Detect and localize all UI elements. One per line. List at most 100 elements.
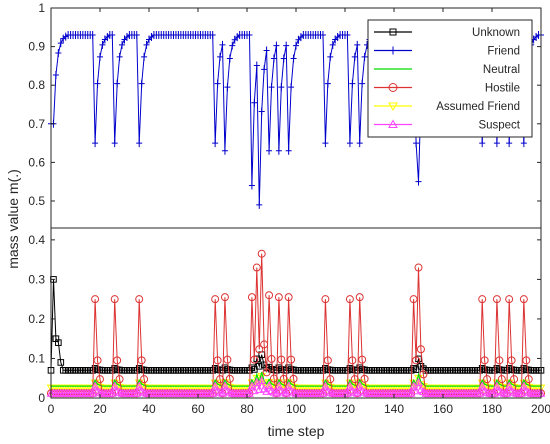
hostile-marker [495, 356, 504, 365]
friend-marker [116, 52, 123, 61]
hostile-marker [269, 374, 278, 383]
hostile-marker [274, 293, 283, 302]
friend-marker [346, 139, 353, 148]
friend-marker [263, 46, 270, 55]
friend-marker [322, 139, 329, 148]
friend-marker [92, 139, 99, 148]
friend-marker [520, 139, 527, 148]
friend-marker [94, 79, 101, 88]
hostile-marker [137, 356, 146, 365]
y-tick-label-lower: 0.1 [28, 351, 45, 365]
hostile-marker [492, 295, 501, 304]
friend-marker [136, 139, 143, 148]
legend-label: Friend [487, 46, 520, 58]
hostile-marker [505, 295, 514, 304]
friend-marker [290, 54, 297, 63]
friend-marker [109, 31, 116, 40]
hostile-marker [211, 295, 220, 304]
hostile-marker [260, 340, 269, 349]
friend-marker [221, 146, 228, 155]
friend-marker [275, 146, 282, 155]
hostile-marker [262, 368, 271, 377]
friend-marker [506, 139, 513, 148]
hostile-marker [113, 356, 122, 365]
suspect-marker [220, 381, 230, 390]
y-tick-label-upper: 0.8 [28, 78, 45, 92]
hostile-marker [414, 263, 423, 272]
friend-marker [327, 52, 334, 61]
hostile-marker [416, 345, 425, 354]
hostile-marker [326, 375, 335, 384]
friend-marker [324, 79, 331, 88]
friend-marker [209, 31, 216, 40]
friend-marker [251, 98, 258, 107]
hostile-marker [507, 356, 516, 365]
hostile-marker [497, 375, 506, 384]
hostile-marker [355, 293, 364, 302]
legend-marker [389, 46, 397, 55]
friend-marker [344, 31, 351, 40]
hostile-marker [360, 374, 369, 383]
legend-marker [388, 102, 398, 112]
hostile-marker [265, 291, 274, 300]
friend-marker [280, 54, 287, 63]
friend-marker [293, 41, 299, 50]
y-tick-label-lower: 0.4 [28, 233, 45, 247]
y-tick-label-lower: 0 [38, 391, 45, 405]
legend-box [367, 19, 533, 138]
hostile-marker [223, 355, 232, 364]
hostile-marker [225, 374, 234, 383]
friend-marker [273, 41, 280, 50]
hostile-marker [358, 355, 367, 364]
friend-marker [356, 139, 363, 148]
friend-marker [114, 79, 121, 88]
friend-marker [97, 52, 103, 61]
suspect-marker [262, 386, 271, 395]
friend-marker [226, 54, 233, 63]
friend-marker [359, 79, 366, 88]
legend-marker [389, 28, 397, 36]
friend-marker [57, 39, 64, 48]
friend-marker [143, 40, 150, 49]
hostile-marker [140, 375, 149, 384]
hostile-marker [110, 295, 119, 304]
hostile-marker [135, 295, 144, 304]
x-tick-label: 120 [335, 402, 355, 416]
x-tick-label: 0 [48, 402, 55, 416]
friend-marker [258, 107, 265, 116]
hostile-marker [93, 356, 102, 365]
friend-marker [351, 52, 358, 61]
y-tick-label-lower: 0.3 [28, 272, 45, 286]
suspect-marker [274, 381, 284, 390]
hostile-marker [350, 375, 359, 384]
y-axis-label: mass value m(.) [5, 169, 21, 269]
x-tick-label: 40 [142, 402, 156, 416]
legend-label: Suspect [478, 120, 520, 132]
hostile-marker [220, 293, 229, 302]
friend-marker [354, 40, 361, 49]
legend-label: Unknown [472, 27, 520, 39]
y-tick-label-upper: 0.7 [28, 117, 45, 131]
hostile-marker [289, 374, 298, 383]
series-neutral-line [51, 371, 541, 387]
suspect-marker [411, 386, 421, 395]
hostile-marker [213, 356, 222, 365]
suspect-marker [257, 376, 267, 385]
y-tick-label-upper: 0.9 [28, 40, 45, 54]
hostile-marker [115, 375, 124, 384]
suspect-marker [250, 386, 259, 395]
hostile-marker [522, 356, 531, 365]
hostile-marker [412, 356, 421, 365]
friend-marker [361, 52, 368, 61]
friend-marker [119, 40, 126, 49]
x-tick-label: 100 [286, 402, 306, 416]
suspect-marker [492, 381, 502, 390]
suspect-marker [321, 381, 330, 390]
suspect-marker [519, 381, 529, 390]
suspect-marker [504, 381, 514, 390]
x-tick-label: 180 [482, 402, 502, 416]
x-tick-label: 60 [191, 402, 205, 416]
hostile-marker [279, 374, 288, 383]
x-tick-label: 200 [531, 402, 550, 416]
